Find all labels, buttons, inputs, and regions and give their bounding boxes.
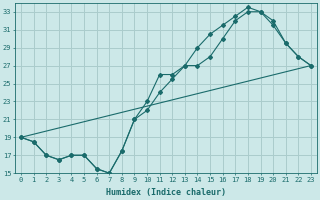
X-axis label: Humidex (Indice chaleur): Humidex (Indice chaleur) — [106, 188, 226, 197]
